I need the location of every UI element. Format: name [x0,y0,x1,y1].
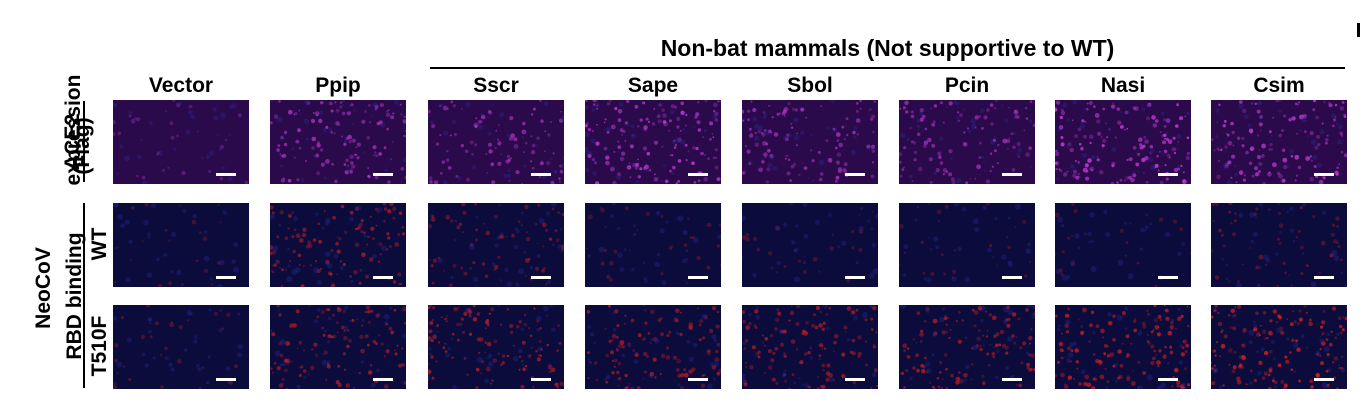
column-label-sbol: Sbol [787,74,833,97]
column-label-pcin: Pcin [944,74,990,97]
panel-wt-csim [1211,203,1347,287]
row-divider-ace2 [83,101,85,182]
scale-bar [531,173,551,176]
column-label-vector: Vector [148,74,214,97]
scale-bar [1002,378,1022,381]
panel-wt-nasi [1055,203,1191,287]
row-label-wt: WT [88,227,111,261]
scale-bar [216,276,236,279]
panel-ace2-vector [113,100,249,184]
scale-bar [1002,173,1022,176]
panel-t510f-csim [1211,305,1347,389]
panel-wt-sscr [428,203,564,287]
panel-wt-ppip [270,203,406,287]
panel-ace2-csim [1211,100,1347,184]
scale-bar [688,173,708,176]
edge-mark [1357,23,1360,37]
scale-bar [1314,276,1334,279]
scale-bar [688,276,708,279]
row-divider-neocov [83,203,85,388]
panel-t510f-sscr [428,305,564,389]
panel-t510f-sape [585,305,721,389]
panel-ace2-nasi [1055,100,1191,184]
panel-t510f-nasi [1055,305,1191,389]
scale-bar [845,378,865,381]
scale-bar [216,173,236,176]
group-header: Non-bat mammals (Not supportive to WT) [660,35,1115,61]
row-label-neocov: NeoCoV [32,247,55,329]
panel-wt-pcin [899,203,1035,287]
scale-bar [373,378,393,381]
scale-bar [216,378,236,381]
panel-t510f-pcin [899,305,1035,389]
panel-ace2-sape [585,100,721,184]
panel-t510f-sbol [742,305,878,389]
panel-wt-sape [585,203,721,287]
column-label-nasi: Nasi [1100,74,1146,97]
scale-bar [531,378,551,381]
column-label-ppip: Ppip [315,74,361,97]
scale-bar [845,276,865,279]
column-label-csim: Csim [1253,74,1305,97]
column-label-sscr: Sscr [473,74,519,97]
group-header-underline [430,67,1345,69]
panel-wt-sbol [742,203,878,287]
scale-bar [1314,173,1334,176]
scale-bar [688,378,708,381]
scale-bar [373,173,393,176]
scale-bar [1002,276,1022,279]
panel-wt-vector [113,203,249,287]
column-label-sape: Sape [627,74,679,97]
scale-bar [1158,378,1178,381]
scale-bar [1158,173,1178,176]
scale-bar [531,276,551,279]
scale-bar [373,276,393,279]
scale-bar [1314,378,1334,381]
row-label-t510f: T510F [88,315,111,377]
panel-ace2-sbol [742,100,878,184]
panel-t510f-vector [113,305,249,389]
panel-ace2-pcin [899,100,1035,184]
scale-bar [845,173,865,176]
panel-t510f-ppip [270,305,406,389]
panel-ace2-ppip [270,100,406,184]
scale-bar [1158,276,1178,279]
panel-ace2-sscr [428,100,564,184]
